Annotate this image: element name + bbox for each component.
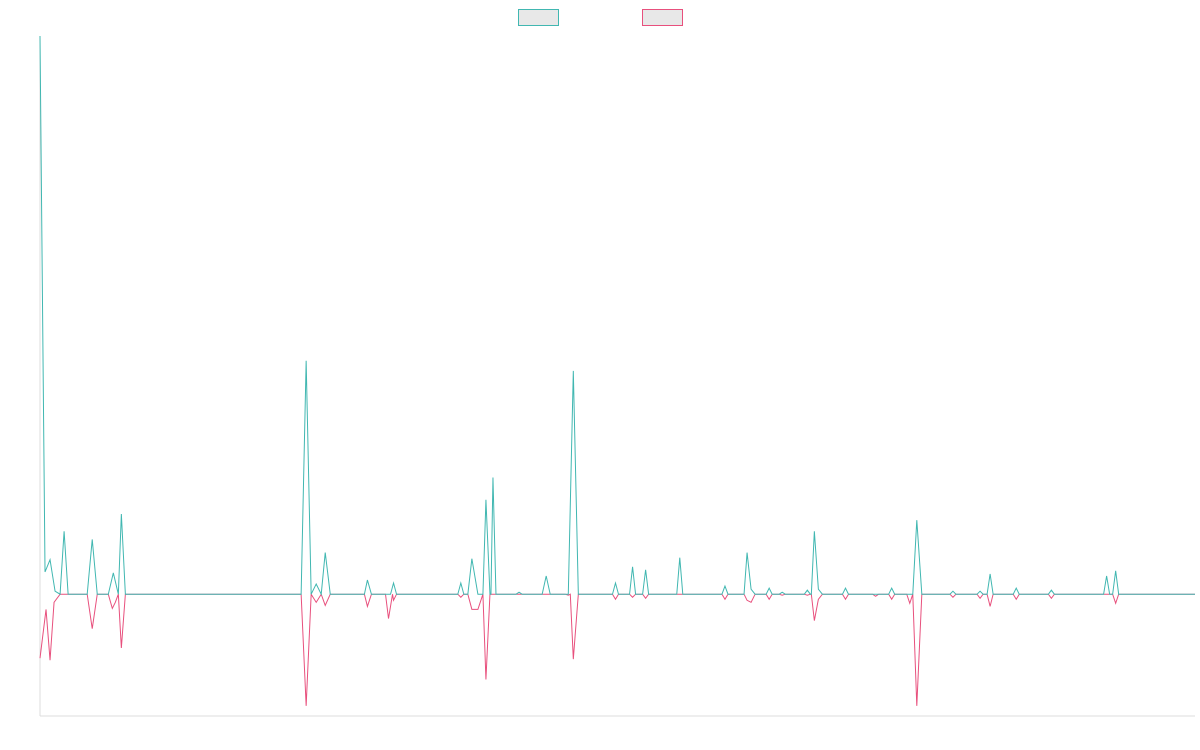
axes: [39, 36, 1195, 717]
legend-swatch-2[interactable]: [642, 9, 683, 26]
legend: [518, 9, 683, 26]
series-line-2: [39, 592, 1195, 706]
legend-swatch-1[interactable]: [518, 9, 559, 26]
series-layer: [39, 35, 1195, 706]
series-line-1: [39, 35, 1195, 597]
